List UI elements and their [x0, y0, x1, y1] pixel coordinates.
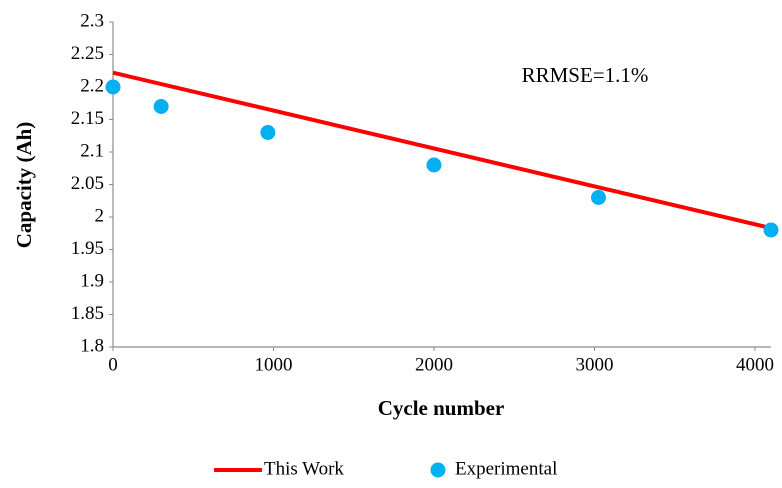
y-tick-label: 1.8 — [80, 335, 104, 356]
annotation: RRMSE=1.1% — [522, 63, 649, 87]
point — [105, 79, 121, 95]
x-tick-label: 1000 — [254, 354, 292, 375]
x-tick-label: 2000 — [415, 354, 453, 375]
legend-label: This Work — [264, 458, 344, 479]
legend-swatch — [430, 462, 446, 478]
x-tick-label: 3000 — [575, 354, 613, 375]
y-tick-label: 2.2 — [80, 75, 104, 96]
line-series — [112, 70, 772, 230]
x-tick-label: 4000 — [736, 354, 774, 375]
point — [590, 190, 606, 205]
x-axis-title: Cycle number — [378, 396, 505, 420]
y-tick-label: 2.3 — [80, 10, 104, 31]
y-tick-label: 2 — [95, 205, 105, 226]
y-tick-label: 2.25 — [71, 43, 104, 64]
y-tick-label: 1.9 — [80, 270, 104, 291]
y-tick-label: 1.95 — [71, 238, 104, 259]
y-tick-label: 1.85 — [71, 303, 104, 324]
point — [260, 125, 276, 140]
y-axis-title: Capacity (Ah) — [12, 122, 36, 249]
legend-label: Experimental — [455, 458, 557, 479]
y-tick-label: 2.15 — [71, 108, 104, 129]
point — [763, 222, 779, 238]
y-tick-label: 2.05 — [71, 173, 104, 194]
point — [426, 157, 442, 173]
y-tick-label: 2.1 — [80, 140, 104, 161]
point — [153, 99, 169, 114]
x-tick-label: 0 — [108, 354, 118, 375]
